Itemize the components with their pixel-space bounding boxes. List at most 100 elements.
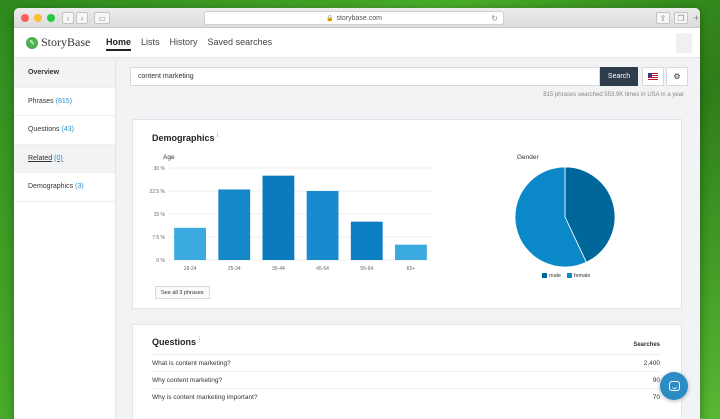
search-summary: 815 phrases searched 553.9K times in USA… [543,92,684,98]
info-icon[interactable]: i [198,337,200,343]
search-input[interactable]: content marketing [130,67,600,86]
url-text: storybase.com [336,14,382,22]
sidebar-item-label: Phrases [28,97,54,105]
sidebar-item-label: Overview [28,69,60,77]
sidebar-item-demographics[interactable]: Demographics (3) [14,173,115,202]
history-buttons: ‹ › [62,12,88,24]
x-tick-label: 18-24 [184,266,197,272]
sidebar-item-phrases[interactable]: Phrases (815) [14,88,115,116]
gender-legend: male female [542,273,590,279]
y-tick-label: 0 % [156,258,165,264]
age-bar-chart: 0 % 7.5 % 15 % 22.5 % 30 % 18-24 25-34 35-44 45-… [149,166,433,272]
avatar[interactable] [676,33,692,53]
x-tick-label: 55-64 [360,266,373,272]
maximize-window-button[interactable] [47,14,55,22]
logo-icon: ✎ [26,36,38,49]
main-area: Overview Phrases (815) Questions (43) Re… [14,59,700,419]
plus-icon: + [693,13,699,23]
gender-label: Gender [517,154,539,161]
new-tab-button[interactable]: + [694,13,699,23]
sidebar: Overview Phrases (815) Questions (43) Re… [14,59,116,419]
sidebar-item-count: (3) [75,183,84,191]
sidebar-item-label: Questions [28,126,60,134]
app-header: ✎ StoryBase Home Lists History Saved sea… [14,28,700,58]
age-bar-18-24[interactable] [174,227,206,260]
country-select[interactable] [642,67,664,86]
share-icon: ⇪ [659,13,667,23]
age-label: Age [163,154,175,161]
legend-label: female [573,273,591,279]
table-row[interactable]: Why is content marketing important? 70 [152,388,660,405]
age-bar-55-64[interactable] [350,221,383,260]
tabs-button[interactable]: ❐ [674,12,688,24]
x-tick-label: 35-44 [272,266,285,272]
question-text: Why content marketing? [152,376,223,384]
nav-saved-searches[interactable]: Saved searches [207,37,273,47]
window-controls [21,14,55,22]
sidebar-icon: ▭ [98,13,106,23]
y-tick-label: 15 % [154,212,166,218]
questions-title: Questions i [152,337,200,347]
nav-history[interactable]: History [169,37,198,47]
address-bar[interactable]: 🔒 storybase.com ↻ [204,11,504,25]
content: content marketing Search ⚙ 815 phrases s… [116,59,700,419]
question-searches: 90 [652,376,660,384]
info-icon[interactable]: i [217,133,219,139]
forward-button[interactable]: › [76,12,88,24]
chevron-left-icon: ‹ [66,13,70,23]
pie-slice-male[interactable] [564,166,616,263]
sidebar-toggle-button[interactable]: ▭ [94,12,110,24]
age-bar-45-54[interactable] [306,191,339,260]
table-row[interactable]: What is content marketing? 2,400 [152,354,660,371]
browser-toolbar: ‹ › ▭ 🔒 storybase.com ↻ ⇪ ❐ + [14,8,700,28]
legend-item-male: male [542,273,561,279]
x-tick-label: 25-34 [228,266,241,272]
settings-button[interactable]: ⚙ [666,67,688,86]
y-tick-label: 7.5 % [152,235,165,241]
y-tick-label: 22.5 % [149,189,165,195]
age-bar-65+[interactable] [395,244,427,260]
age-bar-25-34[interactable] [218,189,251,260]
x-tick-label: 45-54 [316,266,329,272]
sidebar-item-label: Related [28,154,53,162]
top-nav: Home Lists History Saved searches [106,37,272,51]
chat-button[interactable] [660,372,688,400]
sidebar-item-related[interactable]: Related (0) [14,144,115,173]
sidebar-item-count: (43) [61,126,74,134]
close-window-button[interactable] [21,14,29,22]
searches-column-header: Searches [633,342,660,348]
table-row[interactable]: Why content marketing? 90 [152,371,660,388]
search-button[interactable]: Search [600,67,638,86]
demographics-title-text: Demographics [152,133,215,143]
sidebar-item-count: (815) [55,97,73,105]
legend-swatch [566,273,572,279]
logo[interactable]: ✎ StoryBase [26,35,90,50]
see-all-phrases-button[interactable]: See all 3 phrases [155,286,210,299]
sidebar-item-questions[interactable]: Questions (43) [14,116,115,145]
gender-pie-chart [514,166,616,268]
questions-title-text: Questions [152,337,197,347]
lock-icon: 🔒 [325,15,334,22]
reload-icon[interactable]: ↻ [491,14,498,23]
sidebar-item-overview[interactable]: Overview [14,59,115,88]
search-bar: content marketing Search ⚙ [130,67,688,86]
minimize-window-button[interactable] [34,14,42,22]
tabs-icon: ❐ [677,13,685,23]
x-tick-label: 65+ [407,266,416,272]
browser-window: ‹ › ▭ 🔒 storybase.com ↻ ⇪ ❐ + ✎ StoryBas… [14,8,700,419]
nav-home[interactable]: Home [106,37,132,51]
back-button[interactable]: ‹ [62,12,74,24]
pie-slice-female[interactable] [514,166,587,268]
age-bar-35-44[interactable] [262,175,295,260]
question-text: Why is content marketing important? [152,393,258,401]
question-text: What is content marketing? [152,359,231,367]
gear-icon: ⚙ [673,72,681,81]
share-button[interactable]: ⇪ [656,12,670,24]
chevron-right-icon: › [80,13,84,23]
logo-text: StoryBase [41,35,91,49]
demographics-card: Demographics i Age Gender 0 % 7.5 % 15 % 22… [132,119,682,309]
nav-lists[interactable]: Lists [141,37,160,47]
us-flag-icon [648,73,658,80]
browser-actions: ⇪ ❐ [656,12,688,24]
chat-icon [668,381,680,391]
